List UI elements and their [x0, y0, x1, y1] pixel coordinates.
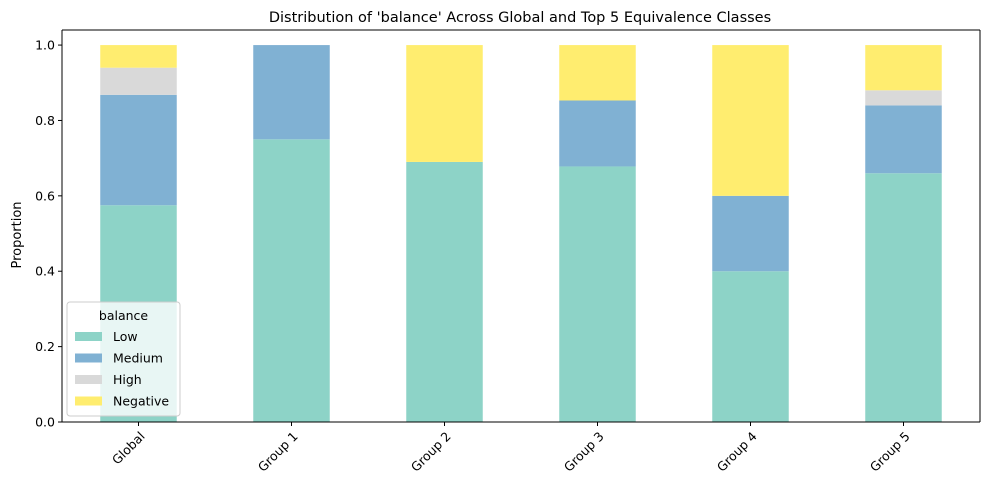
x-tick-label: Group 5	[867, 429, 913, 475]
bar-segment-high-5	[865, 90, 942, 106]
bar-segment-medium-1	[253, 45, 330, 140]
bar-segment-negative-5	[865, 45, 942, 91]
legend-box	[66, 301, 181, 417]
bar-segment-medium-4	[712, 195, 789, 272]
legend-swatch-medium	[75, 353, 102, 363]
x-tick-label: Global	[109, 429, 148, 468]
bar-segment-negative-3	[559, 45, 636, 101]
y-axis-label: Proportion	[10, 201, 25, 268]
bar-segment-low-5	[865, 173, 942, 422]
chart-title: Distribution of 'balance' Across Global …	[269, 10, 771, 26]
y-tick-label: 1.0	[35, 38, 55, 53]
x-tick-label: Group 1	[255, 429, 301, 475]
legend-label-negative: Negative	[113, 394, 169, 409]
legend-swatch-high	[75, 375, 102, 384]
legend-label-high: High	[113, 372, 142, 387]
legend-swatch-negative	[75, 396, 102, 406]
bar-segment-low-2	[406, 161, 483, 422]
legend-swatch-low	[75, 332, 102, 341]
legend-title: balance	[99, 308, 149, 323]
x-tick-label: Group 2	[408, 429, 454, 475]
y-tick-label: 0.4	[35, 264, 55, 279]
y-tick-label: 0.0	[35, 415, 55, 430]
legend-label-low: Low	[113, 329, 138, 344]
y-tick-label: 0.6	[35, 188, 55, 203]
x-tick-label: Group 3	[561, 429, 607, 475]
legend-label-medium: Medium	[113, 351, 163, 366]
bar-segment-medium-3	[559, 100, 636, 167]
bar-segment-medium-5	[865, 105, 942, 174]
bar-segment-low-4	[712, 271, 789, 422]
bar-segment-negative-0	[100, 45, 177, 68]
bar-segment-medium-0	[100, 94, 177, 206]
bar-segment-high-0	[100, 67, 177, 95]
bar-segment-negative-2	[406, 45, 483, 162]
y-tick-label: 0.8	[35, 113, 55, 128]
legend: balance Low Medium High Negative	[66, 301, 181, 417]
x-tick-label: Group 4	[714, 429, 760, 475]
bar-segment-low-3	[559, 166, 636, 422]
bar-segment-low-1	[253, 139, 330, 423]
bar-segment-negative-4	[712, 45, 789, 196]
bars-layer	[100, 45, 942, 423]
y-tick-label: 0.2	[35, 339, 55, 354]
